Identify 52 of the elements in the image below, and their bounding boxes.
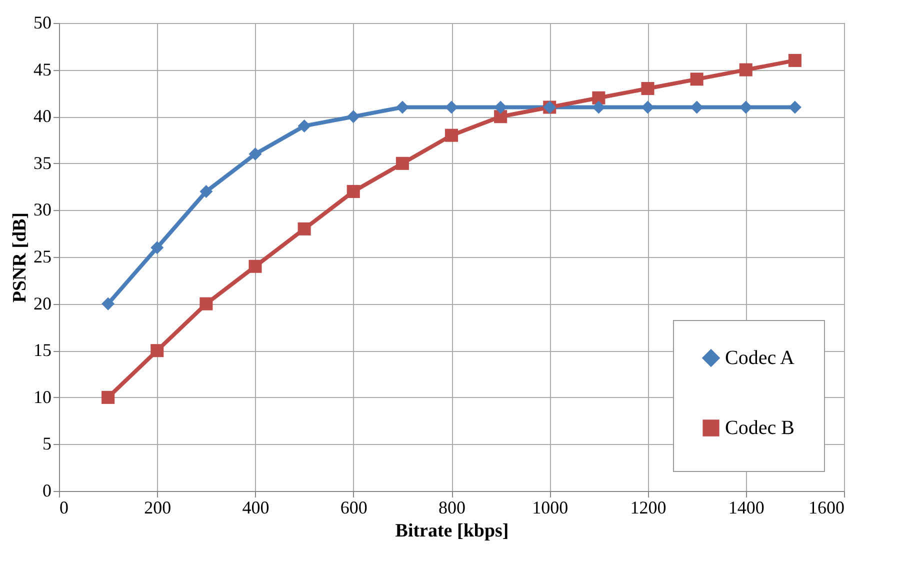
point	[150, 344, 164, 358]
point	[150, 241, 164, 254]
point	[396, 100, 409, 114]
x-tick-label: 1200	[630, 498, 666, 518]
y-tick-label: 0	[42, 480, 52, 500]
y-tick-label: 10	[34, 386, 52, 407]
x-tick-label: 200	[144, 498, 172, 518]
point	[200, 297, 213, 310]
x-tick-label: 800	[438, 498, 466, 518]
y-tick-label: 5	[42, 434, 52, 454]
x-tick-label: 600	[340, 498, 368, 518]
point	[102, 390, 115, 404]
point	[298, 222, 311, 236]
point	[788, 100, 802, 114]
point	[592, 100, 606, 114]
point	[494, 100, 508, 114]
point	[739, 63, 752, 76]
point	[739, 100, 752, 114]
point	[396, 156, 409, 170]
x-tick-label: 0	[60, 498, 68, 518]
y-axis-title: PSNR [dB]	[10, 212, 30, 303]
x-tick-label: 1400	[728, 498, 764, 518]
y-tick-label: 25	[34, 246, 52, 266]
point	[592, 91, 606, 104]
x-tick-label: 1000	[532, 498, 568, 518]
x-axis-title: Bitrate [kbps]	[395, 520, 509, 542]
y-tick-label: 40	[34, 106, 52, 126]
point	[248, 260, 262, 273]
y-tick-label: 50	[34, 12, 52, 32]
point	[248, 148, 262, 161]
y-tick-label: 45	[34, 59, 52, 80]
point	[444, 100, 458, 114]
legend-label: Codec B	[725, 417, 794, 439]
y-tick-label: 30	[34, 200, 52, 220]
point	[494, 110, 508, 124]
point	[346, 184, 360, 198]
point	[641, 82, 654, 96]
y-tick-label: 15	[34, 340, 52, 360]
y-tick-label: 35	[34, 152, 52, 173]
point	[102, 297, 115, 310]
x-tick-label: 400	[242, 498, 270, 518]
point	[690, 72, 704, 86]
legend-label: Codec A	[725, 347, 795, 369]
point	[346, 110, 360, 124]
x-tick-label: 1600	[808, 498, 844, 518]
point	[788, 54, 802, 67]
point	[690, 100, 704, 114]
point	[200, 184, 213, 198]
y-tick-label: 20	[34, 293, 52, 314]
point	[298, 119, 311, 132]
point	[641, 100, 654, 114]
point	[444, 128, 458, 142]
